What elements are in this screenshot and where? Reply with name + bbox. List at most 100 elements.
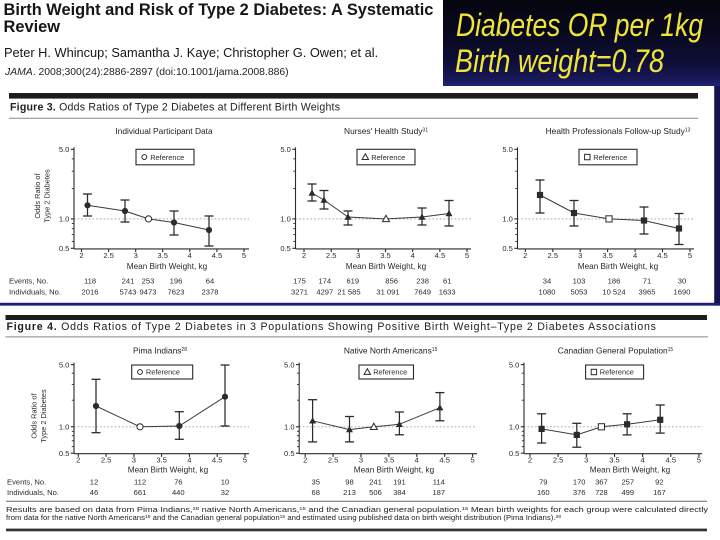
svg-text:4: 4: [415, 456, 419, 465]
svg-text:4.5: 4.5: [212, 456, 223, 465]
svg-text:9473: 9473: [140, 288, 157, 297]
svg-text:7623: 7623: [168, 288, 185, 297]
svg-text:7649: 7649: [414, 288, 431, 297]
svg-text:31 091: 31 091: [376, 288, 399, 297]
svg-text:68: 68: [311, 488, 319, 497]
svg-text:Mean Birth Weight, kg: Mean Birth Weight, kg: [354, 466, 435, 475]
svg-text:Reference: Reference: [146, 368, 180, 377]
svg-text:1.0: 1.0: [59, 423, 70, 432]
svg-text:5: 5: [465, 251, 469, 260]
svg-text:3: 3: [134, 251, 138, 260]
svg-text:1690: 1690: [674, 288, 691, 297]
svg-text:4.5: 4.5: [212, 251, 223, 260]
svg-text:61: 61: [443, 277, 451, 286]
svg-text:21 585: 21 585: [337, 288, 360, 297]
svg-text:5.0: 5.0: [284, 360, 295, 369]
svg-text:Reference: Reference: [600, 368, 634, 377]
svg-text:1080: 1080: [539, 288, 556, 297]
svg-text:5.0: 5.0: [59, 360, 70, 369]
svg-text:2378: 2378: [202, 288, 219, 297]
svg-text:3.5: 3.5: [609, 456, 620, 465]
svg-text:661: 661: [134, 488, 147, 497]
svg-text:Type 2 Diabetes: Type 2 Diabetes: [43, 169, 52, 223]
svg-text:3: 3: [132, 456, 136, 465]
svg-text:Mean Birth Weight, kg: Mean Birth Weight, kg: [590, 466, 671, 475]
svg-text:35: 35: [311, 478, 319, 487]
svg-text:103: 103: [573, 277, 586, 286]
svg-text:64: 64: [206, 277, 214, 286]
svg-text:5: 5: [242, 251, 246, 260]
svg-text:Figure 3. Odds Ratios of Type: Figure 3. Odds Ratios of Type 2 Diabetes…: [10, 101, 340, 113]
svg-text:5.0: 5.0: [59, 145, 70, 154]
svg-text:2: 2: [79, 251, 83, 260]
svg-text:2: 2: [523, 251, 527, 260]
svg-text:1.0: 1.0: [284, 423, 295, 432]
svg-text:257: 257: [621, 478, 634, 487]
svg-text:0.5: 0.5: [59, 449, 70, 458]
svg-text:3.5: 3.5: [157, 251, 168, 260]
svg-text:Pima Indians28: Pima Indians28: [133, 346, 187, 356]
svg-text:1.0: 1.0: [509, 423, 520, 432]
svg-text:174: 174: [318, 277, 331, 286]
svg-text:4.5: 4.5: [666, 456, 677, 465]
svg-text:1.0: 1.0: [502, 215, 513, 224]
svg-text:1.0: 1.0: [59, 215, 70, 224]
svg-text:Mean Birth Weight, kg: Mean Birth Weight, kg: [128, 466, 209, 475]
svg-text:3: 3: [359, 456, 363, 465]
svg-text:160: 160: [537, 488, 550, 497]
svg-text:440: 440: [172, 488, 185, 497]
svg-text:499: 499: [621, 488, 634, 497]
svg-text:2.5: 2.5: [103, 251, 114, 260]
svg-text:3: 3: [578, 251, 582, 260]
svg-text:Mean Birth Weight, kg: Mean Birth Weight, kg: [578, 262, 659, 271]
svg-text:2: 2: [76, 456, 80, 465]
svg-text:2.5: 2.5: [326, 251, 337, 260]
svg-text:0.5: 0.5: [284, 449, 295, 458]
svg-text:4: 4: [188, 251, 192, 260]
svg-text:167: 167: [653, 488, 666, 497]
svg-text:4: 4: [411, 251, 415, 260]
svg-text:Individuals, No.: Individuals, No.: [7, 488, 59, 497]
svg-text:3.5: 3.5: [384, 456, 395, 465]
svg-text:506: 506: [369, 488, 382, 497]
svg-text:4.5: 4.5: [435, 251, 446, 260]
svg-text:5: 5: [688, 251, 692, 260]
svg-text:3965: 3965: [639, 288, 656, 297]
svg-text:92: 92: [655, 478, 663, 487]
svg-text:Reference: Reference: [150, 153, 184, 162]
svg-text:71: 71: [643, 277, 651, 286]
svg-text:4: 4: [187, 456, 191, 465]
svg-text:30: 30: [678, 277, 686, 286]
svg-text:Reference: Reference: [373, 368, 407, 377]
svg-text:3: 3: [584, 456, 588, 465]
svg-text:Mean Birth Weight, kg: Mean Birth Weight, kg: [346, 262, 427, 271]
svg-text:4.5: 4.5: [439, 456, 450, 465]
svg-text:Individuals, No.: Individuals, No.: [9, 288, 61, 297]
svg-text:Odds Ratio of: Odds Ratio of: [33, 172, 42, 218]
svg-text:Results are based on data from: Results are based on data from Pima Indi…: [6, 505, 709, 514]
svg-text:2: 2: [303, 456, 307, 465]
svg-text:238: 238: [416, 277, 429, 286]
svg-text:187: 187: [432, 488, 445, 497]
svg-text:112: 112: [134, 478, 146, 487]
svg-text:241: 241: [122, 277, 135, 286]
svg-text:3: 3: [356, 251, 360, 260]
svg-text:619: 619: [346, 277, 359, 286]
svg-text:Mean Birth Weight, kg: Mean Birth Weight, kg: [127, 262, 208, 271]
svg-text:0.5: 0.5: [509, 449, 520, 458]
svg-text:2.5: 2.5: [101, 456, 112, 465]
svg-text:5: 5: [243, 456, 247, 465]
svg-text:175: 175: [293, 277, 306, 286]
svg-text:196: 196: [170, 277, 183, 286]
svg-text:2.5: 2.5: [553, 456, 564, 465]
svg-text:Odds Ratio of: Odds Ratio of: [30, 392, 39, 438]
svg-text:Canadian General Population15: Canadian General Population15: [558, 346, 674, 356]
svg-text:4297: 4297: [316, 288, 333, 297]
svg-text:0.5: 0.5: [502, 244, 513, 253]
svg-text:34: 34: [543, 277, 551, 286]
svg-text:376: 376: [573, 488, 586, 497]
svg-text:2: 2: [302, 251, 306, 260]
svg-text:118: 118: [84, 277, 96, 286]
svg-text:1633: 1633: [439, 288, 456, 297]
svg-text:5: 5: [470, 456, 474, 465]
